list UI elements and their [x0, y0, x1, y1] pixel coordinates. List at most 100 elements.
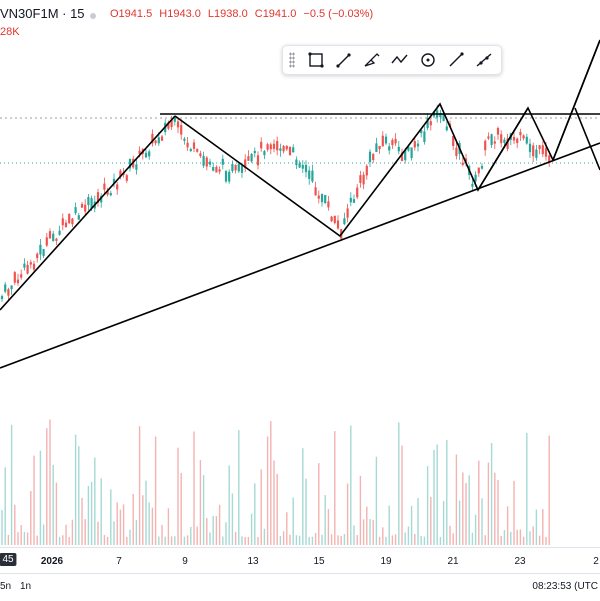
candle-body — [480, 166, 484, 169]
volume-bar — [330, 534, 333, 545]
volume-bar — [481, 498, 483, 545]
ray-icon[interactable] — [473, 49, 495, 71]
volume-bar — [410, 505, 413, 545]
candle-body — [532, 145, 535, 157]
time-axis[interactable]: 45 2026 7 9 13 15 19 21 23 2 — [0, 547, 600, 574]
brush-icon[interactable] — [333, 49, 355, 71]
volume-bar — [30, 490, 32, 545]
volume-bar — [439, 536, 442, 545]
candle-body — [240, 165, 244, 173]
volume-bar — [196, 526, 198, 545]
candle-body — [285, 145, 288, 150]
candle-body — [96, 192, 100, 203]
volume-bar — [375, 456, 378, 545]
volume-bar — [532, 526, 534, 545]
volume-bar — [167, 508, 170, 545]
volume-bar — [177, 447, 179, 545]
candle-body — [231, 163, 234, 172]
candle-body — [13, 272, 16, 283]
highlighter-icon[interactable] — [361, 49, 383, 71]
candle-body — [196, 149, 199, 152]
line-icon[interactable] — [445, 49, 467, 71]
candle-body — [327, 201, 330, 208]
volume-bar — [52, 464, 54, 545]
candle-body — [269, 144, 272, 150]
volume-bar — [346, 483, 349, 545]
candle-body — [368, 151, 372, 163]
volume-bar — [228, 465, 230, 545]
volume-bar — [372, 520, 374, 545]
volume-bar — [138, 426, 141, 545]
candle-body — [304, 164, 308, 173]
candle-body — [234, 164, 237, 171]
volume-bar — [494, 472, 496, 545]
drag-handle[interactable] — [289, 52, 295, 68]
candle-body — [244, 159, 247, 169]
clock-display[interactable]: 08:23:53 (UTC — [532, 581, 598, 592]
volume-bar — [516, 529, 518, 545]
volume-bar — [334, 431, 336, 545]
volume-bar — [465, 482, 467, 545]
path-icon[interactable] — [389, 49, 411, 71]
candle-body — [36, 253, 39, 259]
volume-bar — [500, 536, 502, 545]
candle-body — [125, 175, 128, 181]
volume-bar — [49, 419, 51, 545]
candle-body — [356, 187, 359, 198]
volume-bar — [58, 536, 61, 545]
volume-bar — [404, 532, 406, 545]
volume-bar — [17, 532, 19, 545]
candle-body — [384, 136, 388, 144]
bottom-toolbar: 5n 1n 08:23:53 (UTC — [0, 573, 600, 601]
volume-bar — [542, 509, 544, 545]
candle-body — [199, 153, 202, 157]
symbol-title[interactable]: VN30F1M · 15 — [0, 6, 85, 21]
volume-bar — [295, 535, 298, 545]
volume-bar — [414, 533, 416, 545]
volume-bar — [84, 519, 86, 545]
volume-bar — [33, 455, 35, 545]
range-5d-button[interactable]: 5n — [0, 581, 12, 592]
candle-body — [528, 143, 532, 153]
range-1d-button[interactable]: 1n — [20, 581, 32, 592]
volume-bar — [225, 522, 227, 545]
candle-body — [100, 195, 103, 203]
candle-body — [45, 237, 48, 246]
drawing-toolbar — [282, 45, 502, 75]
volume-bar — [97, 521, 99, 545]
volume-bar — [238, 430, 240, 545]
market-status-dot[interactable] — [90, 13, 96, 19]
volume-bar — [231, 493, 234, 545]
candle-body — [218, 169, 221, 172]
candle-body — [61, 218, 64, 226]
candle-body — [157, 137, 160, 144]
candle-body — [10, 285, 13, 290]
candle-body — [256, 155, 260, 166]
volume-bar — [308, 536, 310, 545]
candle-body — [391, 139, 394, 146]
candle-body — [500, 134, 503, 144]
volume-bar — [519, 529, 522, 545]
volume-bar — [474, 514, 477, 545]
candle-body — [548, 155, 551, 163]
candle-body — [292, 147, 295, 153]
volume-bar — [148, 502, 150, 545]
candle-body — [343, 218, 346, 225]
volume-bar — [103, 535, 106, 545]
candle-body — [167, 122, 170, 129]
candle-body — [522, 135, 525, 139]
rectangle-icon[interactable] — [305, 49, 327, 71]
open-value: O1941.5 — [110, 8, 153, 20]
candle-body — [461, 162, 464, 165]
candle-body — [266, 144, 269, 150]
volume-bar — [7, 534, 10, 545]
candle-body — [404, 149, 407, 161]
volume-bar — [545, 536, 547, 545]
candle-body — [471, 183, 474, 187]
volume-bar — [391, 535, 394, 545]
circle-icon[interactable] — [417, 49, 439, 71]
axis-tick: 15 — [313, 556, 325, 567]
volume-bar — [202, 475, 205, 545]
candle-body — [77, 215, 80, 220]
